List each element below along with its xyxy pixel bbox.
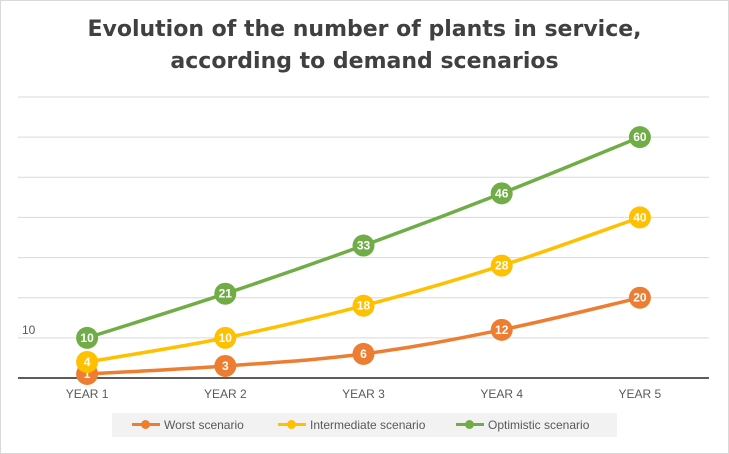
series-lines: 1 3 6 12 20 4 10 18 28 40 10 21 33 46 60 bbox=[76, 126, 651, 385]
data-label: 60 bbox=[633, 130, 647, 144]
legend-swatch-optimistic bbox=[454, 413, 486, 437]
data-point bbox=[490, 254, 513, 277]
x-axis: YEAR 1 YEAR 2 YEAR 3 YEAR 4 YEAR 5 bbox=[18, 377, 709, 401]
data-label: 6 bbox=[360, 347, 367, 361]
data-point bbox=[628, 286, 651, 309]
data-point bbox=[76, 350, 99, 373]
legend-swatch-worst bbox=[130, 413, 162, 437]
data-label: 10 bbox=[219, 331, 233, 345]
data-point bbox=[214, 282, 237, 305]
chart-title-line-2: according to demand scenarios bbox=[170, 49, 559, 74]
data-label: 28 bbox=[495, 259, 509, 273]
data-point bbox=[76, 326, 99, 349]
data-point bbox=[352, 234, 375, 257]
data-label: 18 bbox=[357, 299, 371, 313]
x-tick-label: YEAR 2 bbox=[204, 387, 247, 401]
y-tick-label: 10 bbox=[22, 323, 36, 337]
data-label: 21 bbox=[219, 287, 233, 301]
data-label: 3 bbox=[222, 359, 229, 373]
data-label: 1 bbox=[84, 367, 91, 381]
data-label: 10 bbox=[80, 331, 94, 345]
data-point bbox=[490, 182, 513, 205]
data-point bbox=[214, 354, 237, 377]
data-point bbox=[352, 294, 375, 317]
chart-title-line-1: Evolution of the number of plants in ser… bbox=[87, 17, 642, 42]
x-tick-label: YEAR 1 bbox=[66, 387, 109, 401]
legend-label-worst: Worst scenario bbox=[164, 418, 244, 432]
x-tick-label: YEAR 4 bbox=[480, 387, 523, 401]
data-point bbox=[352, 342, 375, 365]
legend-item-intermediate: Intermediate scenario bbox=[276, 413, 425, 437]
data-point bbox=[628, 206, 651, 229]
x-tick-label: YEAR 3 bbox=[342, 387, 385, 401]
x-tick-label: YEAR 5 bbox=[619, 387, 662, 401]
legend: Worst scenario Intermediate scenario Opt… bbox=[112, 413, 617, 437]
data-label: 20 bbox=[633, 291, 647, 305]
legend-label-optimistic: Optimistic scenario bbox=[488, 418, 590, 432]
gridlines bbox=[18, 96, 709, 339]
data-label: 40 bbox=[633, 210, 647, 224]
data-label: 4 bbox=[84, 355, 91, 369]
data-label: 46 bbox=[495, 186, 509, 200]
legend-item-optimistic: Optimistic scenario bbox=[454, 413, 589, 437]
legend-label-intermediate: Intermediate scenario bbox=[310, 418, 426, 432]
data-point bbox=[490, 318, 513, 341]
data-point bbox=[214, 326, 237, 349]
y-axis-ticks: 10 bbox=[22, 323, 36, 337]
data-point bbox=[628, 126, 651, 149]
data-label: 12 bbox=[495, 323, 509, 337]
legend-item-worst: Worst scenario bbox=[130, 413, 244, 437]
chart-title: Evolution of the number of plants in ser… bbox=[0, 14, 729, 78]
data-label: 33 bbox=[357, 239, 371, 253]
legend-swatch-intermediate bbox=[276, 413, 308, 437]
